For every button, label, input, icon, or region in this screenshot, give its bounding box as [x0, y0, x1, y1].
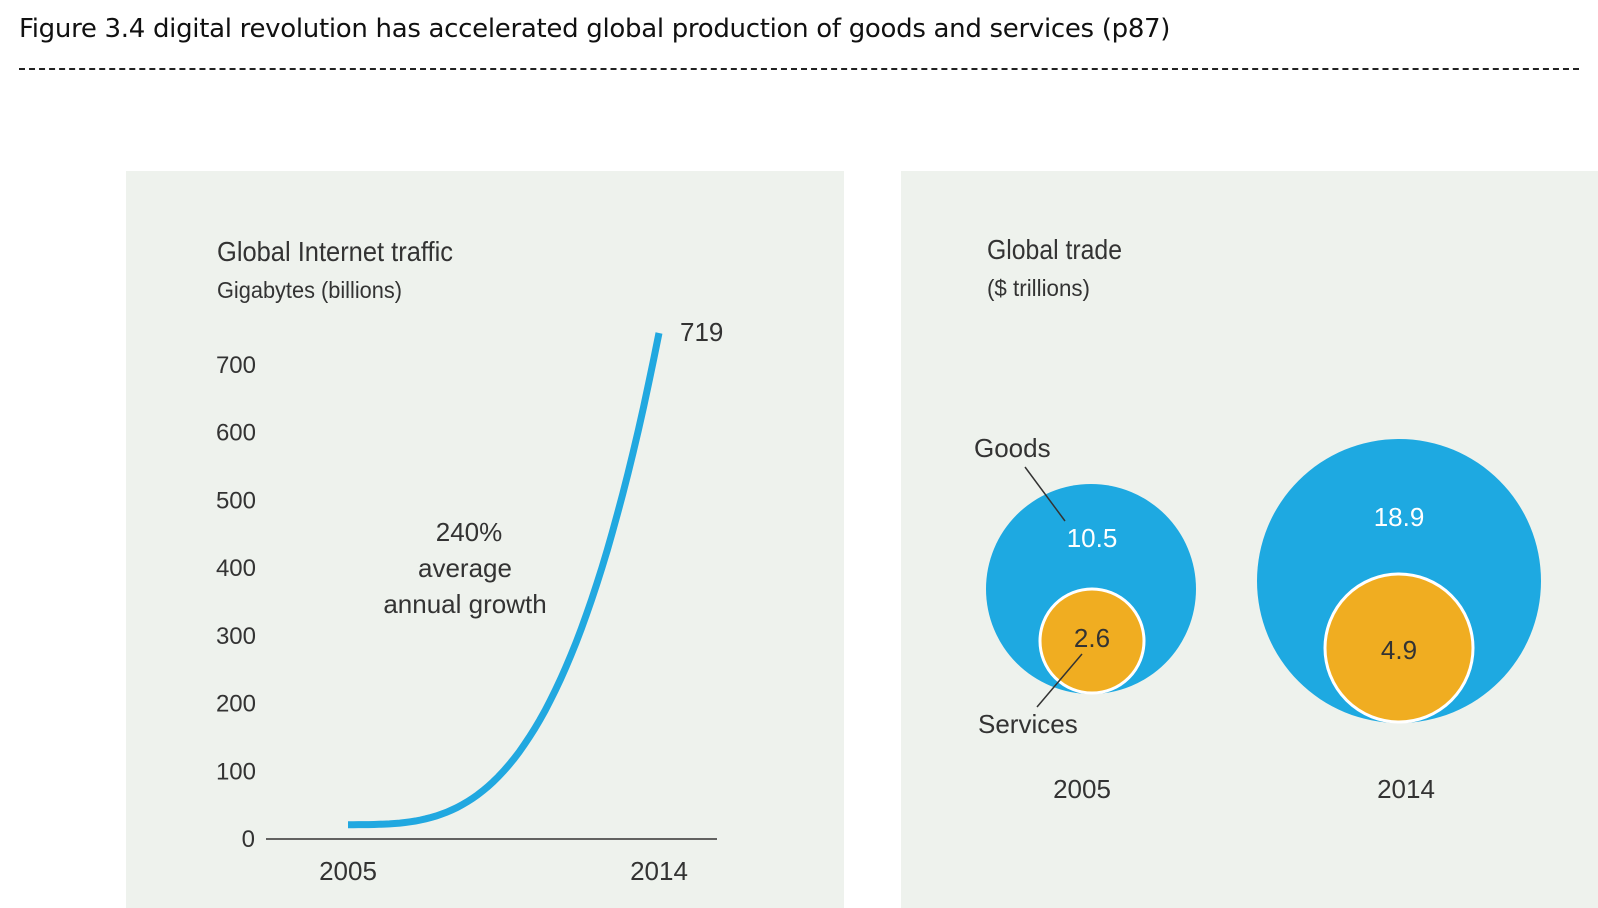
- global-trade-chart: Global trade ($ trillions) Goods Service…: [974, 234, 1541, 804]
- growth-annotation-line-3: annual growth: [383, 589, 546, 619]
- y-tick-label: 400: [216, 555, 256, 582]
- goods-value-2005: 10.5: [1067, 523, 1118, 553]
- y-tick-label: 200: [216, 691, 256, 718]
- y-tick-label: 0: [242, 826, 255, 853]
- trade-chart-title: Global trade: [987, 234, 1122, 265]
- internet-traffic-chart: Global Internet traffic Gigabytes (billi…: [216, 236, 723, 886]
- x-tick-label: 2005: [319, 856, 377, 886]
- y-tick-label: 700: [216, 352, 256, 379]
- traffic-series-line: [348, 332, 663, 829]
- goods-value-2014: 18.9: [1374, 502, 1425, 532]
- services-value-2014: 4.9: [1381, 635, 1417, 665]
- x-tick-label: 2014: [630, 856, 688, 886]
- services-legend-label: Services: [978, 709, 1078, 739]
- y-tick-label: 500: [216, 487, 256, 514]
- services-callout-line: [1036, 653, 1083, 708]
- internet-traffic-panel: Global Internet traffic Gigabytes (billi…: [126, 171, 844, 908]
- year-label-2014: 2014: [1377, 774, 1435, 804]
- growth-annotation-line-1: 240%: [436, 517, 503, 547]
- global-trade-panel: Global trade ($ trillions) Goods Service…: [901, 171, 1598, 908]
- figure-title: Figure 3.4 digital revolution has accele…: [19, 14, 1171, 44]
- growth-annotation-line-2: average: [418, 553, 512, 583]
- traffic-chart-title: Global Internet traffic: [217, 236, 453, 267]
- trade-chart-subtitle: ($ trillions): [987, 275, 1090, 301]
- goods-legend-label: Goods: [974, 433, 1051, 463]
- services-bubble-2014: [1323, 572, 1475, 724]
- services-value-2005: 2.6: [1074, 623, 1110, 653]
- traffic-end-label: 719: [680, 317, 723, 347]
- traffic-chart-subtitle: Gigabytes (billions): [217, 277, 402, 303]
- services-bubble-2005: [1038, 587, 1146, 695]
- year-label-2005: 2005: [1053, 774, 1111, 804]
- y-tick-label: 600: [216, 420, 256, 447]
- y-tick-label: 100: [216, 758, 256, 785]
- goods-callout-line: [1024, 466, 1066, 522]
- y-tick-label: 300: [216, 623, 256, 650]
- title-divider: [19, 68, 1579, 70]
